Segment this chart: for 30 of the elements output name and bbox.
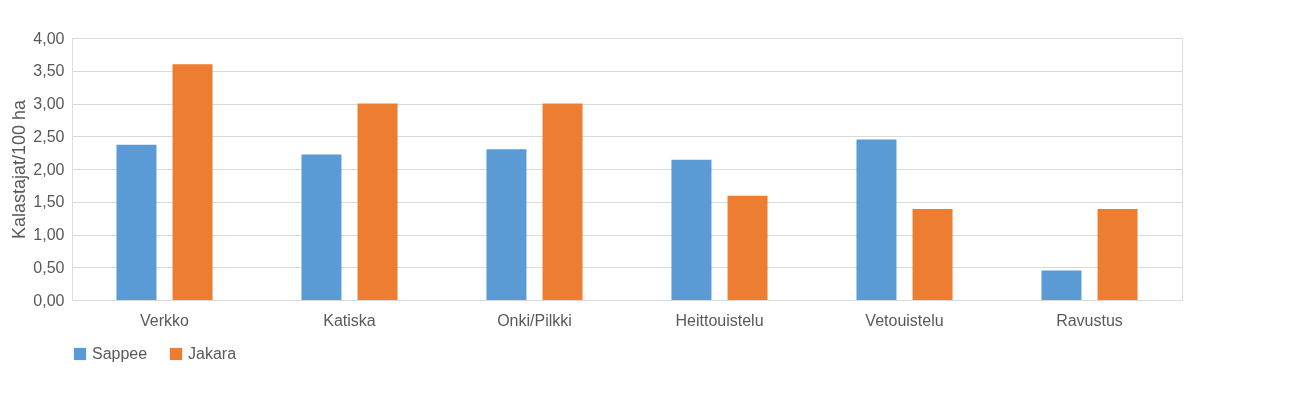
x-tick-label: Onki/Pilkki — [497, 311, 572, 329]
y-tick-label: 2,00 — [33, 160, 65, 178]
bar — [1041, 270, 1082, 300]
x-tick-label: Katiska — [323, 311, 376, 329]
y-axis-title: Kalastajat/100 ha — [9, 98, 30, 240]
y-tick-label: 3,00 — [33, 95, 65, 112]
y-tick-label: 0,50 — [33, 258, 65, 276]
y-tick-label: 3,50 — [33, 62, 65, 80]
bar — [172, 64, 213, 300]
legend-label: Sappee — [92, 345, 148, 362]
x-tick-label: Ravustus — [1056, 311, 1123, 329]
bar — [671, 159, 712, 300]
x-tick-label: Verkko — [140, 311, 190, 329]
x-tick-label: Heittouistelu — [675, 311, 764, 329]
bar — [486, 149, 527, 300]
bar — [1097, 208, 1138, 300]
bar — [116, 144, 157, 300]
x-tick-label: Vetouistelu — [865, 311, 944, 329]
y-tick-label: 0,00 — [33, 291, 65, 309]
legend-label: Jakara — [188, 345, 237, 362]
bar — [357, 103, 398, 300]
y-tick-label: 4,00 — [33, 29, 65, 47]
y-tick-label: 1,00 — [33, 226, 65, 243]
bar — [856, 139, 897, 300]
bar — [542, 103, 583, 300]
bar — [727, 195, 768, 300]
bar — [301, 154, 342, 300]
bar — [912, 208, 953, 300]
y-tick-label: 2,50 — [33, 127, 65, 145]
y-tick-label: 1,50 — [33, 193, 65, 211]
